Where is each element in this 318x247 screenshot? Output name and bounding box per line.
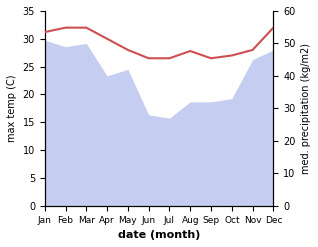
Y-axis label: max temp (C): max temp (C) xyxy=(7,75,17,142)
X-axis label: date (month): date (month) xyxy=(118,230,200,240)
Y-axis label: med. precipitation (kg/m2): med. precipitation (kg/m2) xyxy=(301,43,311,174)
